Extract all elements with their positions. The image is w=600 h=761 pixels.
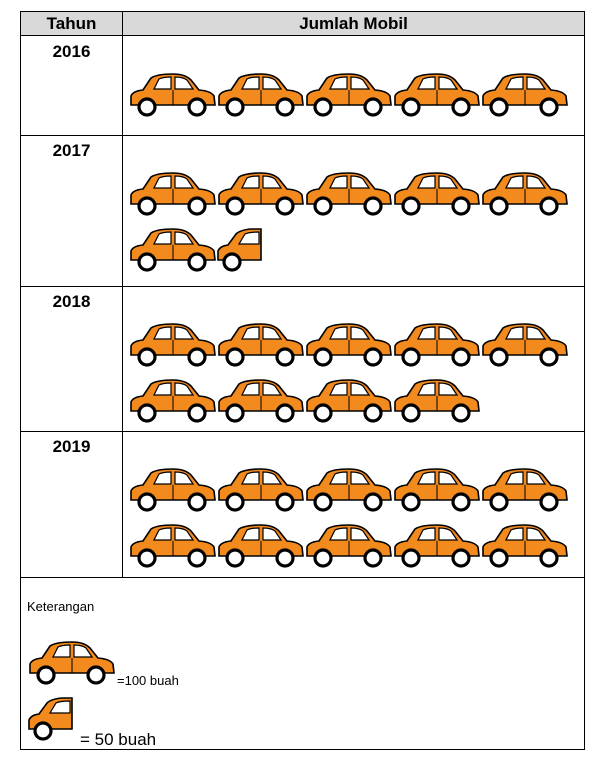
legend-half-car-icon (26, 696, 76, 742)
car-icon (127, 378, 217, 424)
legend-title: Keterangan (27, 599, 95, 614)
car-icon (215, 322, 305, 368)
car-icon (127, 227, 217, 273)
car-icon (479, 72, 569, 118)
legend-full-car-icon (26, 640, 116, 686)
car-icon (127, 72, 217, 118)
car-icon (479, 171, 569, 217)
year-label-2016: 2016 (52, 42, 91, 61)
legend-full-label: =100 buah (117, 673, 179, 688)
legend-half-label: = 50 buah (80, 730, 157, 749)
header-count: Jumlah Mobil (299, 14, 408, 33)
legend-divider (21, 577, 584, 578)
car-icon (391, 72, 481, 118)
header-year: Tahun (46, 14, 97, 33)
car-icon (215, 378, 305, 424)
pictograph-table: Tahun Jumlah Mobil 2016 2017 2018 2019 Kete… (20, 11, 585, 750)
car-icon (479, 322, 569, 368)
year-label-2018: 2018 (52, 292, 91, 311)
car-icon (391, 467, 481, 513)
car-icon (391, 378, 481, 424)
car-icon (127, 322, 217, 368)
year-label-2019: 2019 (52, 437, 91, 456)
car-icon (303, 72, 393, 118)
car-icon (215, 467, 305, 513)
car-icon (303, 171, 393, 217)
car-icon (391, 523, 481, 569)
car-icon (303, 378, 393, 424)
row-divider (21, 135, 584, 136)
half-car-icon (215, 227, 265, 273)
car-icon (303, 523, 393, 569)
car-icon (303, 467, 393, 513)
table-header: Tahun Jumlah Mobil (21, 12, 584, 36)
car-icon (215, 171, 305, 217)
row-divider (21, 431, 584, 432)
column-divider (122, 12, 123, 577)
car-icon (127, 467, 217, 513)
car-icon (127, 171, 217, 217)
car-icon (215, 523, 305, 569)
car-icon (391, 322, 481, 368)
car-icon (215, 72, 305, 118)
car-icon (479, 523, 569, 569)
car-icon (127, 523, 217, 569)
year-label-2017: 2017 (52, 141, 91, 160)
car-icon (391, 171, 481, 217)
car-icon (479, 467, 569, 513)
row-divider (21, 286, 584, 287)
car-icon (303, 322, 393, 368)
